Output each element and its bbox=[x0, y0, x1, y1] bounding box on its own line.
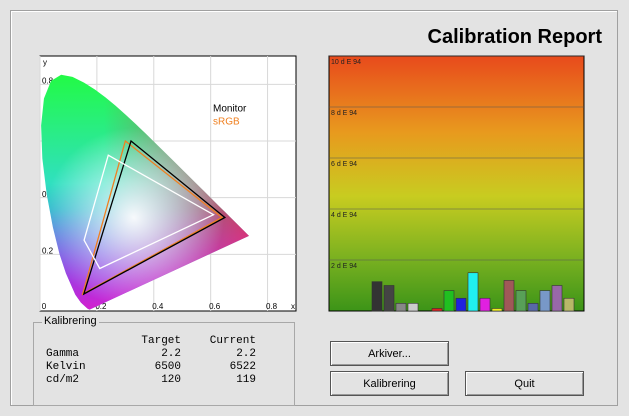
bar bbox=[467, 272, 479, 312]
report-title: Calibration Report bbox=[427, 26, 602, 48]
x-tick-label: 0.2 bbox=[95, 302, 107, 311]
x-axis-label: x bbox=[291, 302, 295, 311]
y-tick-label: 2 d E 94 bbox=[331, 263, 357, 270]
calibration-table: Target Current Gamma 2.2 2.2 Kelvin 6500 6522 c… bbox=[46, 335, 256, 387]
y-axis-label: y bbox=[43, 58, 47, 67]
y-tick-label: 8 d E 94 bbox=[331, 110, 357, 117]
archive-button[interactable]: Arkiver... bbox=[330, 341, 449, 366]
gamut-triangle bbox=[83, 154, 215, 270]
bar bbox=[491, 308, 503, 312]
table-row: cd/m2 120 119 bbox=[46, 374, 256, 387]
gamut-layer bbox=[43, 127, 224, 308]
quit-button[interactable]: Quit bbox=[465, 371, 584, 396]
table-cell: 2.2 bbox=[236, 348, 256, 360]
legend-entry: sRGB bbox=[213, 117, 240, 128]
y-tick-label: 10 d E 94 bbox=[331, 59, 361, 66]
y-tick-label: 4 d E 94 bbox=[331, 212, 357, 219]
bar bbox=[431, 308, 443, 312]
bar bbox=[539, 290, 551, 312]
bar bbox=[551, 285, 563, 312]
bar bbox=[515, 290, 527, 312]
x-tick-label: 0.8 bbox=[266, 302, 278, 311]
table-cell: 6522 bbox=[229, 361, 256, 373]
bar bbox=[563, 297, 575, 312]
legend-entry: Monitor bbox=[213, 104, 247, 115]
table-cell: 6500 bbox=[154, 361, 181, 373]
legend-entry: ISOcoated bbox=[213, 130, 260, 141]
window-frame bbox=[10, 10, 618, 406]
group-title: Kalibrering bbox=[42, 315, 99, 327]
bar bbox=[455, 297, 467, 312]
table-cell: cd/m2 bbox=[46, 374, 80, 386]
y-tick-label: 0.8 bbox=[42, 76, 54, 85]
x-tick-label: 0.4 bbox=[152, 302, 164, 311]
table-row: Gamma 2.2 2.2 bbox=[46, 348, 256, 361]
table-cell: 2.2 bbox=[161, 348, 181, 360]
table-cell: Kelvin bbox=[46, 361, 86, 373]
bar bbox=[503, 280, 515, 312]
bar bbox=[527, 303, 539, 312]
column-header: Current bbox=[209, 335, 256, 347]
bar bbox=[479, 297, 491, 312]
bar bbox=[407, 303, 419, 312]
bar bbox=[371, 281, 383, 312]
plot-area bbox=[328, 55, 585, 312]
y-tick-label: 6 d E 94 bbox=[331, 161, 357, 168]
x-tick-label: 0.6 bbox=[209, 302, 221, 311]
gamut-triangle bbox=[81, 139, 224, 296]
column-header: Target bbox=[141, 335, 181, 347]
x-tick-label: 0 bbox=[42, 302, 47, 311]
y-tick-label: 0.2 bbox=[42, 246, 54, 255]
bar bbox=[395, 303, 407, 312]
calibration-group: Kalibrering Target Current Gamma 2.2 2.2 Kel… bbox=[33, 315, 295, 406]
gamut-triangle bbox=[82, 139, 227, 296]
bar bbox=[443, 290, 455, 312]
calibrate-button[interactable]: Kalibrering bbox=[330, 371, 449, 396]
table-cell: 120 bbox=[161, 374, 181, 386]
table-row: Kelvin 6500 6522 bbox=[46, 361, 256, 374]
bar bbox=[383, 285, 395, 312]
table-cell: Gamma bbox=[46, 348, 80, 360]
table-cell: 119 bbox=[236, 374, 256, 386]
